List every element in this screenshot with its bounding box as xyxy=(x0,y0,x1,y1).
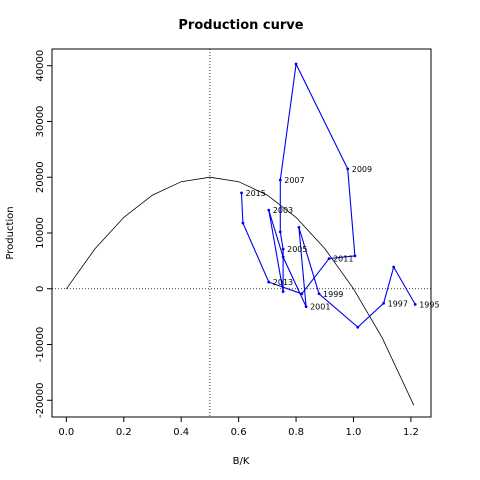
trajectory-point xyxy=(413,302,417,306)
year-label: 2011 xyxy=(333,255,353,264)
year-label: 2003 xyxy=(273,206,293,215)
plot-frame xyxy=(51,48,432,418)
y-tick-label: 0 xyxy=(35,286,46,292)
production-curve-line xyxy=(66,176,415,406)
trajectory-point xyxy=(353,254,357,258)
year-label: 1999 xyxy=(323,290,343,299)
y-tick-label: -20000 xyxy=(35,383,46,418)
trajectory-point xyxy=(240,191,243,195)
x-tick-label: 0.0 xyxy=(58,427,74,438)
year-label: 2001 xyxy=(310,303,330,312)
trajectory-point xyxy=(327,257,331,261)
trajectory-point xyxy=(356,325,360,329)
trajectory-point xyxy=(267,280,271,284)
y-tick-label: 10000 xyxy=(35,217,46,249)
trajectory-point xyxy=(317,292,321,296)
trajectory-point xyxy=(346,167,350,171)
trajectory-point xyxy=(382,301,386,305)
year-label: 2009 xyxy=(352,165,372,174)
chart-title: Production curve xyxy=(178,18,303,33)
trajectory-point xyxy=(281,255,285,259)
trajectory-point xyxy=(267,208,271,212)
y-tick-label: 20000 xyxy=(35,161,46,193)
trajectory-point xyxy=(281,290,285,293)
x-tick-label: 1.2 xyxy=(403,427,419,438)
x-tick-label: 0.2 xyxy=(116,427,132,438)
y-tick-label: 30000 xyxy=(35,106,46,138)
trajectory-point xyxy=(304,305,308,308)
trajectory-point xyxy=(281,247,285,251)
x-tick-label: 0.6 xyxy=(231,427,247,438)
trajectory-point xyxy=(278,178,282,182)
trajectory-point xyxy=(294,62,298,66)
year-label: 2007 xyxy=(284,176,304,185)
trajectory-point xyxy=(300,292,304,296)
year-label: 1995 xyxy=(419,300,439,309)
trajectory-point xyxy=(392,265,396,269)
year-label: 2015 xyxy=(246,189,266,198)
trajectory-point xyxy=(297,226,301,229)
y-axis-label: Production xyxy=(5,206,16,259)
year-label: 2005 xyxy=(287,245,307,254)
x-tick-label: 0.4 xyxy=(173,427,189,438)
x-tick-label: 1.0 xyxy=(346,427,362,438)
year-label: 2013 xyxy=(273,278,293,287)
x-tick-label: 0.8 xyxy=(288,427,304,438)
plot-area: 1995 1997 1999 2001 2003 2005 2007 2009 2011 2013… xyxy=(52,49,440,417)
trajectory-point xyxy=(241,221,245,225)
y-tick-label: 40000 xyxy=(35,50,46,82)
trajectory-point xyxy=(278,230,282,234)
x-axis-label: B/K xyxy=(233,456,250,467)
year-label: 1997 xyxy=(388,299,408,308)
y-tick-label: -10000 xyxy=(35,327,46,362)
axes: 0.0 0.2 0.4 0.6 0.8 1.0 1.2 -20000 -10000 0 10000 2… xyxy=(35,48,432,438)
